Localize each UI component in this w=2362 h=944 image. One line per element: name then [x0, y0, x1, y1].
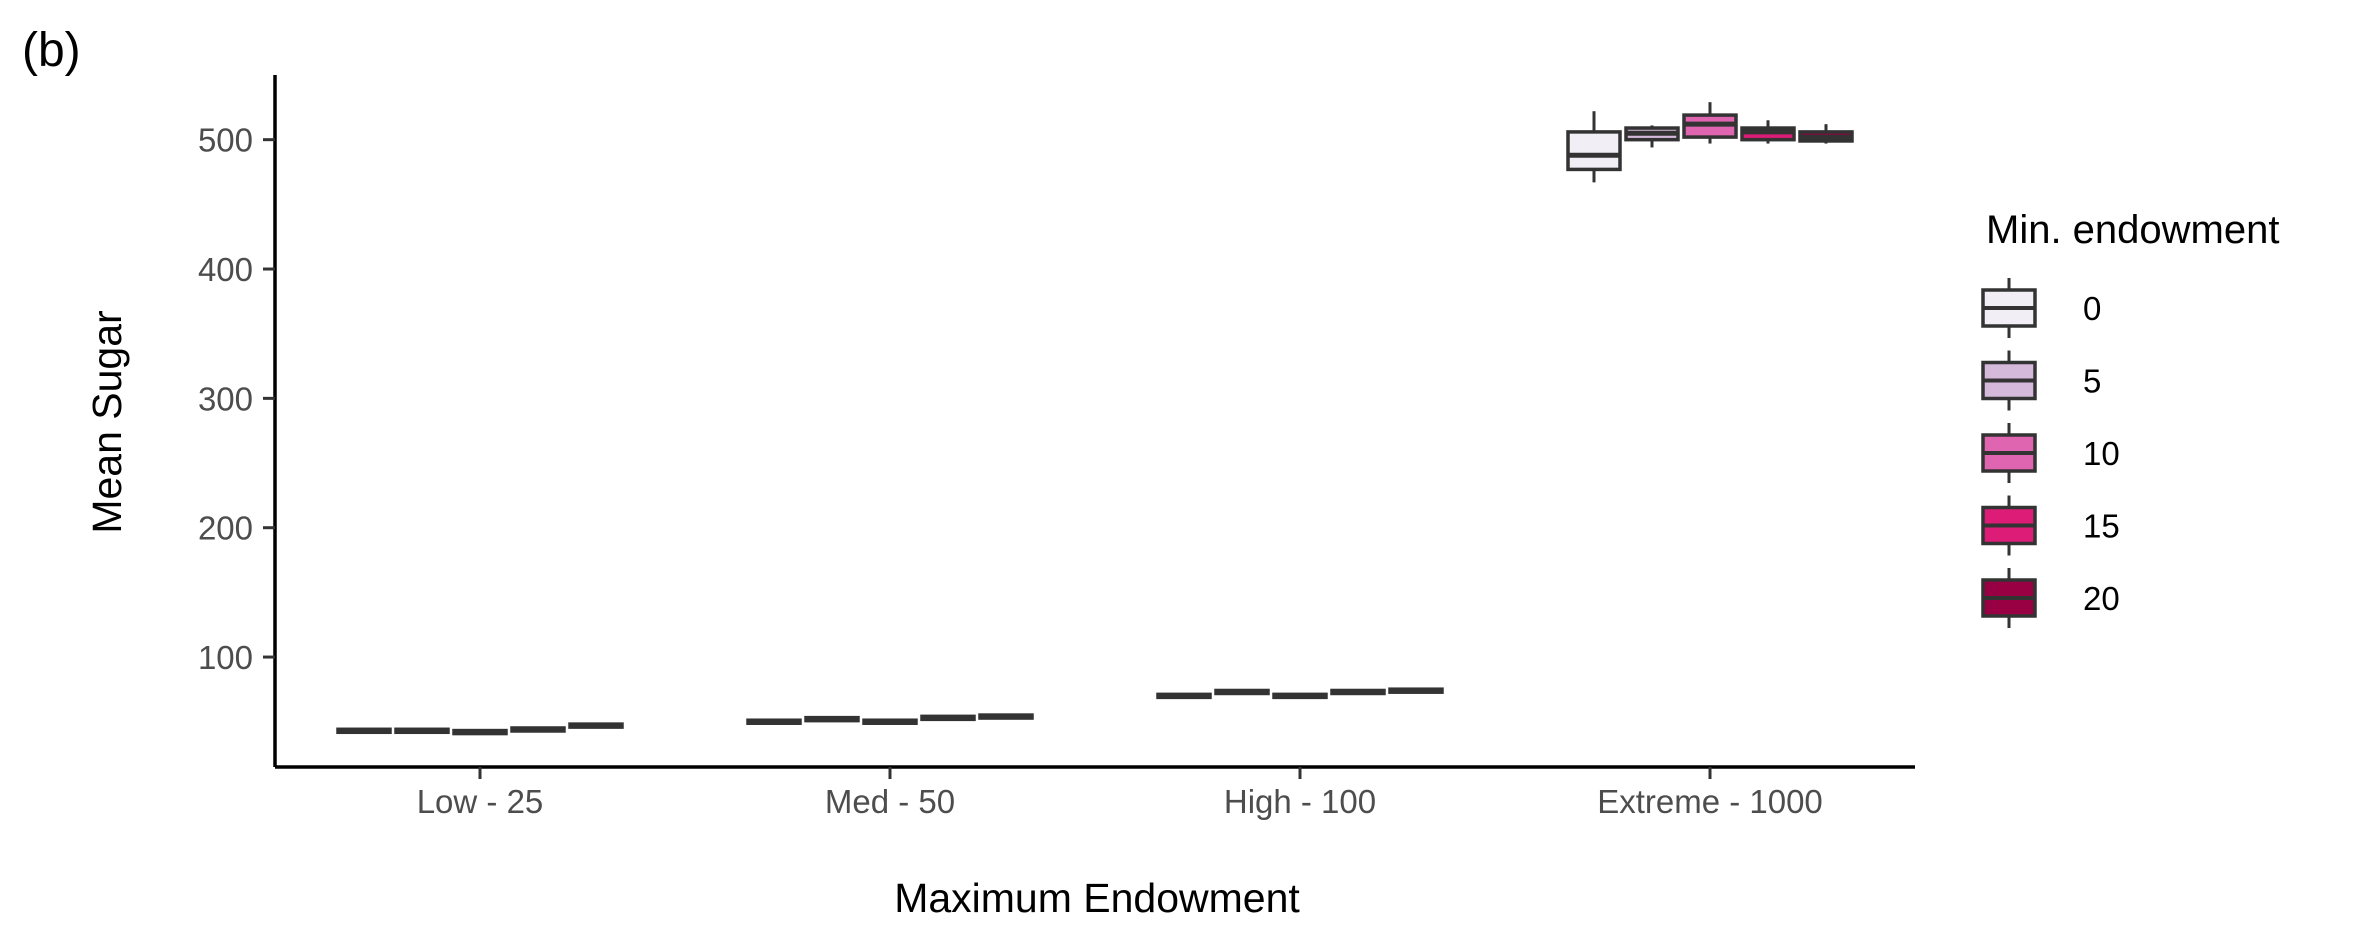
box-5-1 — [804, 715, 860, 723]
box-20-2 — [1388, 687, 1444, 694]
y-tick-label: 200 — [198, 510, 253, 547]
x-tick-label: High - 100 — [1224, 783, 1376, 820]
y-tick-label: 300 — [198, 380, 253, 417]
legend-title: Min. endowment — [1986, 208, 2279, 252]
box-10-2 — [1272, 692, 1328, 700]
box-20-3 — [1798, 124, 1854, 144]
x-tick-label: Low - 25 — [417, 783, 544, 820]
box-0-3 — [1566, 111, 1622, 183]
plot-area: 100 200 300 400 500 Low - 25 Med - 50 High - 10… — [198, 75, 1915, 820]
box-0-0 — [336, 727, 392, 735]
box-5-3 — [1624, 125, 1680, 148]
x-tick-label: Med - 50 — [825, 783, 955, 820]
y-tick-label: 100 — [198, 639, 253, 676]
box-20-0 — [568, 722, 624, 729]
y-axis-title: Mean Sugar — [84, 310, 130, 533]
legend-key-5 — [1981, 350, 2037, 411]
box-10-3 — [1682, 102, 1738, 144]
box-15-0 — [510, 726, 566, 733]
box-15-3 — [1740, 120, 1796, 144]
box-15-2 — [1330, 688, 1386, 696]
y-tick-label: 500 — [198, 122, 253, 159]
box-5-2 — [1214, 688, 1270, 696]
x-tick-label: Extreme - 1000 — [1597, 783, 1823, 820]
box-10-0 — [452, 728, 508, 736]
legend-key-10 — [1981, 423, 2037, 483]
box-body — [1566, 130, 1622, 172]
legend-key-15 — [1981, 495, 2037, 556]
x-axis-title: Maximum Endowment — [894, 875, 1300, 921]
panel-tag: (b) — [22, 24, 81, 77]
legend-label: 0 — [2083, 290, 2101, 327]
y-tick-label: 400 — [198, 251, 253, 288]
legend-key-20 — [1981, 568, 2037, 628]
legend: Min. endowment 0 5 10 15 20 — [1981, 208, 2279, 628]
box-5-0 — [394, 727, 450, 735]
box-10-1 — [862, 718, 918, 725]
legend-label: 20 — [2083, 580, 2120, 617]
legend-key-0 — [1981, 278, 2037, 338]
legend-label: 15 — [2083, 508, 2120, 545]
legend-label: 5 — [2083, 363, 2101, 400]
box-0-1 — [746, 718, 802, 725]
box-15-1 — [920, 714, 976, 722]
box-20-1 — [978, 713, 1034, 720]
box-0-2 — [1156, 692, 1212, 700]
legend-label: 10 — [2083, 435, 2120, 472]
